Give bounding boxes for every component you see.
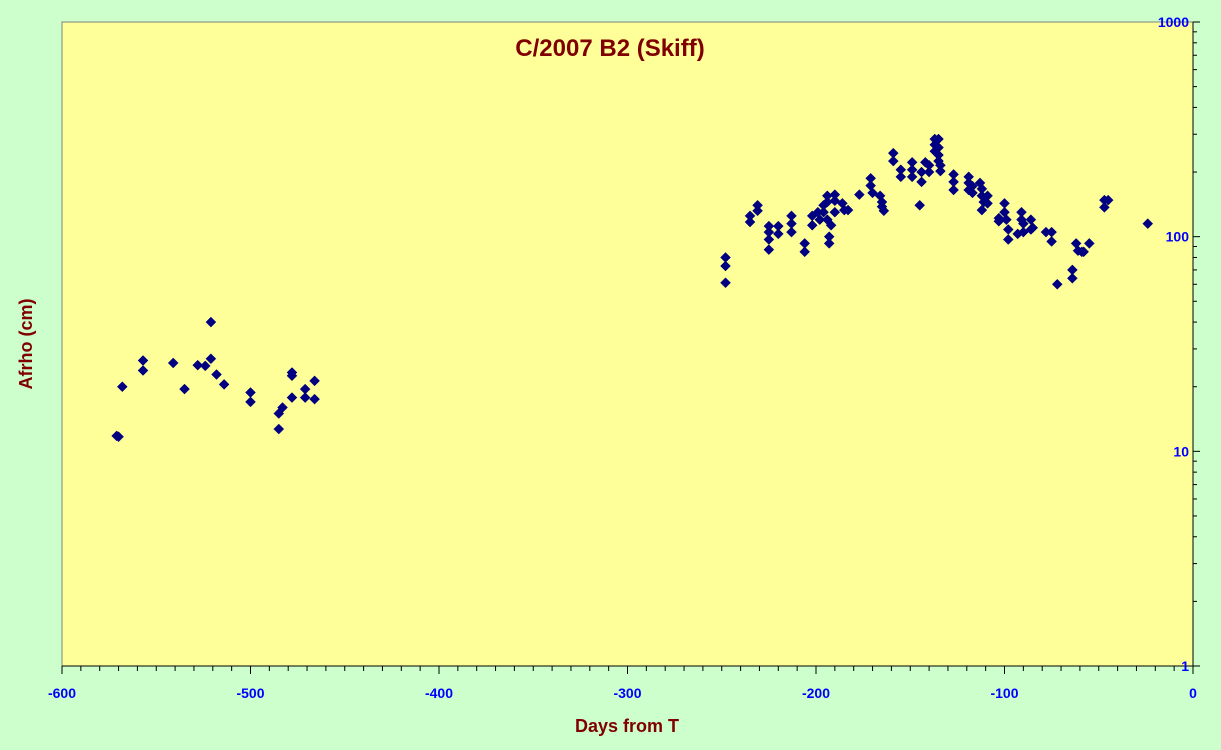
- x-tick-label: -600: [48, 685, 76, 701]
- y-tick-label: 1000: [1158, 14, 1189, 30]
- data-point: [814, 214, 826, 226]
- y-axis-title: Afrho (cm): [16, 299, 36, 390]
- data-point: [286, 370, 298, 382]
- data-point: [818, 206, 829, 218]
- data-point: [720, 277, 731, 289]
- data-point: [854, 189, 865, 200]
- x-tick-label: -400: [425, 685, 453, 701]
- y-tick-label: 100: [1166, 229, 1190, 245]
- data-point: [825, 219, 837, 231]
- data-point: [179, 383, 190, 395]
- data-point: [1067, 272, 1078, 284]
- data-point: [720, 260, 731, 272]
- data-point: [218, 379, 230, 390]
- data-point: [1083, 238, 1095, 249]
- data-point: [935, 165, 946, 177]
- x-tick-label: -300: [613, 685, 641, 701]
- data-point: [205, 316, 217, 328]
- data-point: [878, 205, 890, 217]
- data-point: [829, 206, 841, 218]
- data-point: [914, 199, 926, 211]
- data-point: [1046, 236, 1057, 247]
- data-point: [199, 360, 211, 372]
- data-point: [286, 392, 298, 403]
- data-point: [1142, 218, 1154, 229]
- data-point: [842, 204, 854, 216]
- data-point: [277, 402, 288, 413]
- data-point: [786, 226, 797, 238]
- axes: -600 -500 -400 -300 -200 -100 01 10 100 1000: [48, 14, 1200, 701]
- chart-title: C/2007 B2 (Skiff): [515, 35, 704, 62]
- data-point: [273, 423, 285, 435]
- data-point: [923, 166, 935, 178]
- data-point: [772, 228, 784, 240]
- data-point: [113, 431, 124, 443]
- data-point: [744, 216, 756, 228]
- data-point: [895, 171, 907, 183]
- data-point: [906, 171, 918, 183]
- x-tick-label: -100: [990, 685, 1018, 701]
- data-points: [111, 133, 1154, 443]
- data-point: [205, 353, 217, 365]
- data-point: [982, 197, 993, 209]
- x-tick-label: -200: [802, 685, 830, 701]
- data-point: [948, 184, 959, 196]
- data-point: [1102, 194, 1114, 206]
- data-point: [299, 392, 311, 403]
- data-point: [916, 176, 927, 188]
- data-point: [1002, 234, 1014, 245]
- x-tick-label: -500: [236, 685, 264, 701]
- data-point: [976, 204, 988, 216]
- data-point: [309, 375, 320, 387]
- x-axis-title: Days from T: [575, 716, 679, 736]
- data-point: [1078, 246, 1090, 258]
- data-point: [167, 357, 179, 369]
- y-tick-label: 1: [1181, 658, 1189, 674]
- data-point: [887, 155, 899, 167]
- data-point: [867, 187, 878, 199]
- data-point: [1027, 222, 1039, 234]
- data-point: [211, 369, 222, 380]
- data-point: [806, 219, 818, 231]
- data-point: [752, 205, 763, 217]
- data-point: [799, 246, 811, 258]
- data-point: [967, 187, 978, 199]
- data-point: [1099, 201, 1110, 213]
- data-point: [1051, 278, 1063, 290]
- data-point: [763, 244, 775, 256]
- plot-area: [61, 21, 1194, 667]
- data-point: [245, 396, 256, 408]
- x-tick-label: 0: [1189, 685, 1197, 701]
- data-point: [1001, 214, 1012, 226]
- data-point: [823, 238, 835, 249]
- data-point: [137, 365, 149, 376]
- y-tick-label: 10: [1173, 443, 1189, 459]
- data-point: [309, 393, 320, 405]
- data-point: [192, 359, 204, 371]
- data-point: [116, 381, 128, 393]
